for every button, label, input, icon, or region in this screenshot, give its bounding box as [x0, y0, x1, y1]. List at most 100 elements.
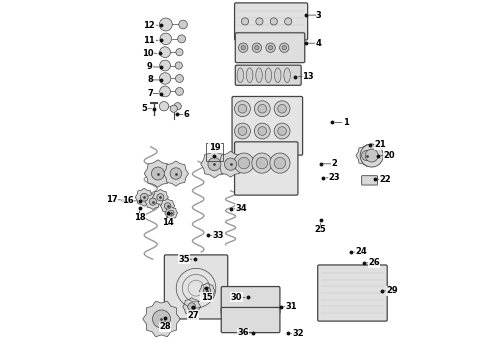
- Text: 19: 19: [209, 143, 220, 152]
- FancyBboxPatch shape: [221, 287, 280, 314]
- Circle shape: [174, 103, 181, 110]
- Polygon shape: [163, 161, 189, 186]
- Ellipse shape: [265, 68, 271, 82]
- Text: 18: 18: [134, 213, 146, 222]
- Circle shape: [160, 47, 171, 58]
- Circle shape: [270, 153, 290, 173]
- Polygon shape: [218, 151, 244, 177]
- Polygon shape: [152, 189, 169, 205]
- Circle shape: [238, 104, 247, 113]
- Text: 35: 35: [178, 255, 190, 264]
- Circle shape: [274, 101, 290, 117]
- Polygon shape: [165, 207, 178, 220]
- Text: 4: 4: [316, 39, 322, 48]
- Circle shape: [238, 127, 247, 135]
- Circle shape: [152, 310, 171, 328]
- Circle shape: [270, 18, 277, 25]
- Text: 1: 1: [343, 118, 349, 127]
- Circle shape: [285, 18, 292, 25]
- Circle shape: [258, 104, 267, 113]
- FancyBboxPatch shape: [221, 307, 280, 333]
- Circle shape: [175, 87, 183, 95]
- Text: 28: 28: [159, 323, 171, 331]
- Circle shape: [224, 158, 237, 170]
- Text: 30: 30: [231, 293, 242, 302]
- Polygon shape: [143, 301, 180, 337]
- Circle shape: [159, 73, 171, 84]
- Text: 7: 7: [147, 89, 153, 98]
- Text: 16: 16: [122, 197, 134, 206]
- Text: 9: 9: [147, 63, 153, 72]
- Circle shape: [169, 210, 174, 216]
- Circle shape: [159, 18, 172, 31]
- Circle shape: [178, 35, 186, 43]
- Text: 14: 14: [162, 218, 173, 227]
- Circle shape: [254, 123, 270, 139]
- Circle shape: [170, 168, 182, 179]
- Circle shape: [255, 46, 259, 50]
- Ellipse shape: [274, 68, 281, 82]
- Circle shape: [252, 43, 262, 53]
- Text: 2: 2: [331, 159, 337, 168]
- Circle shape: [157, 194, 164, 201]
- Text: 8: 8: [147, 76, 153, 85]
- Polygon shape: [201, 150, 228, 178]
- Circle shape: [256, 18, 263, 25]
- Circle shape: [365, 149, 378, 162]
- Circle shape: [234, 153, 254, 173]
- Circle shape: [176, 49, 183, 56]
- Circle shape: [238, 157, 250, 169]
- Circle shape: [254, 101, 270, 117]
- Text: 32: 32: [293, 329, 304, 338]
- Text: 26: 26: [368, 258, 380, 267]
- Circle shape: [278, 127, 286, 135]
- Circle shape: [239, 43, 248, 53]
- FancyBboxPatch shape: [164, 255, 228, 319]
- Circle shape: [175, 75, 183, 82]
- Text: 22: 22: [380, 175, 392, 184]
- Circle shape: [256, 157, 268, 169]
- Polygon shape: [135, 188, 153, 206]
- Circle shape: [274, 157, 286, 169]
- Ellipse shape: [256, 68, 262, 82]
- FancyBboxPatch shape: [232, 96, 303, 155]
- Circle shape: [280, 43, 289, 53]
- Text: 29: 29: [386, 287, 398, 296]
- Text: 31: 31: [285, 302, 297, 311]
- Circle shape: [160, 86, 171, 97]
- Circle shape: [149, 198, 156, 205]
- Text: 3: 3: [316, 11, 321, 20]
- Polygon shape: [199, 283, 215, 299]
- Circle shape: [360, 144, 383, 167]
- Circle shape: [235, 101, 250, 117]
- Circle shape: [241, 46, 245, 50]
- Polygon shape: [160, 199, 175, 213]
- Circle shape: [362, 150, 372, 161]
- Circle shape: [208, 158, 221, 171]
- FancyBboxPatch shape: [235, 65, 301, 85]
- Circle shape: [151, 167, 164, 180]
- FancyBboxPatch shape: [235, 142, 298, 195]
- Ellipse shape: [284, 68, 291, 82]
- Circle shape: [179, 20, 187, 29]
- Text: 24: 24: [355, 248, 367, 256]
- Circle shape: [252, 153, 272, 173]
- Circle shape: [235, 123, 250, 139]
- Polygon shape: [183, 298, 201, 316]
- Circle shape: [274, 123, 290, 139]
- Text: 23: 23: [328, 174, 340, 183]
- Ellipse shape: [237, 68, 244, 82]
- Circle shape: [282, 46, 286, 50]
- Ellipse shape: [246, 68, 253, 82]
- Text: 12: 12: [144, 21, 155, 30]
- FancyBboxPatch shape: [318, 265, 387, 321]
- Circle shape: [175, 62, 182, 69]
- Polygon shape: [356, 145, 377, 166]
- Text: 36: 36: [237, 328, 248, 337]
- Text: 20: 20: [383, 151, 395, 160]
- Text: 15: 15: [200, 293, 212, 302]
- Circle shape: [164, 203, 171, 209]
- Text: 10: 10: [143, 49, 154, 58]
- Circle shape: [204, 287, 211, 294]
- Text: 17: 17: [106, 195, 118, 204]
